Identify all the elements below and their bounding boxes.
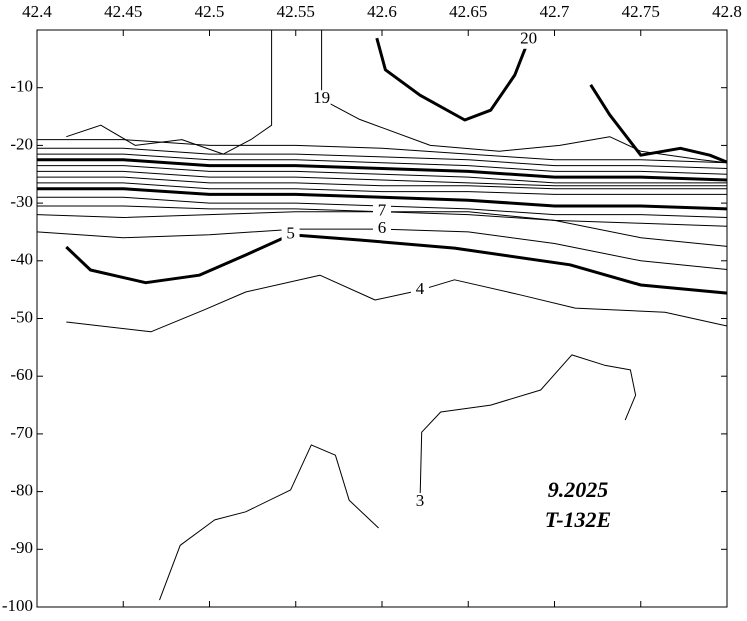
y-tick-label: -40 xyxy=(10,250,33,269)
label-backdrop xyxy=(519,30,538,49)
contour-line xyxy=(65,233,728,295)
contour-line xyxy=(37,182,727,195)
contour-line xyxy=(37,187,728,211)
label-backdrop xyxy=(312,90,331,109)
contour-label: 19 xyxy=(313,88,330,107)
contour-line xyxy=(37,139,728,164)
contour-line xyxy=(37,176,727,190)
x-tick-label: 42.45 xyxy=(104,2,142,21)
label-backdrop xyxy=(410,281,429,300)
y-tick-label: -20 xyxy=(10,134,33,153)
contour-line xyxy=(37,165,727,184)
x-tick-label: 42.7 xyxy=(540,2,570,21)
contour-label: 5 xyxy=(286,224,295,243)
y-tick-label: -50 xyxy=(10,307,33,326)
contour-line xyxy=(37,170,727,187)
contour-label: 4 xyxy=(416,279,425,298)
y-tick-label: -60 xyxy=(10,365,33,384)
contour-line xyxy=(375,37,728,164)
y-tick-label: -10 xyxy=(10,77,33,96)
contour-line xyxy=(66,30,728,164)
contour-label: 20 xyxy=(520,29,537,48)
contour-line xyxy=(37,153,728,175)
y-tick-label: -30 xyxy=(10,192,33,211)
label-backdrop xyxy=(373,202,391,221)
contour-label: 6 xyxy=(378,218,387,237)
label-backdrop xyxy=(410,492,429,511)
label-backdrop xyxy=(281,225,300,244)
y-tick-label: -70 xyxy=(10,423,33,442)
x-tick-label: 42.55 xyxy=(277,2,315,21)
x-tick-label: 42.5 xyxy=(195,2,225,21)
x-tick-label: 42.4 xyxy=(22,2,52,21)
x-tick-label: 42.65 xyxy=(449,2,487,21)
x-tick-label: 42.75 xyxy=(622,2,660,21)
x-tick-label: 42.6 xyxy=(367,2,397,21)
label-backdrop xyxy=(373,220,391,239)
contour-line xyxy=(159,354,637,601)
annotation: 9.2025 xyxy=(548,477,609,502)
y-tick-label: -80 xyxy=(10,481,33,500)
plot-frame xyxy=(36,29,728,608)
contour-line xyxy=(37,147,728,169)
y-tick-label: -100 xyxy=(2,596,33,615)
contour-label: 3 xyxy=(416,491,425,510)
x-tick-label: 42.8 xyxy=(712,2,742,21)
contour-label: 7 xyxy=(378,201,387,220)
annotation: T-132E xyxy=(545,507,611,532)
y-tick-label: -90 xyxy=(10,538,33,557)
contour-line xyxy=(66,274,728,333)
contour-line xyxy=(37,158,728,182)
